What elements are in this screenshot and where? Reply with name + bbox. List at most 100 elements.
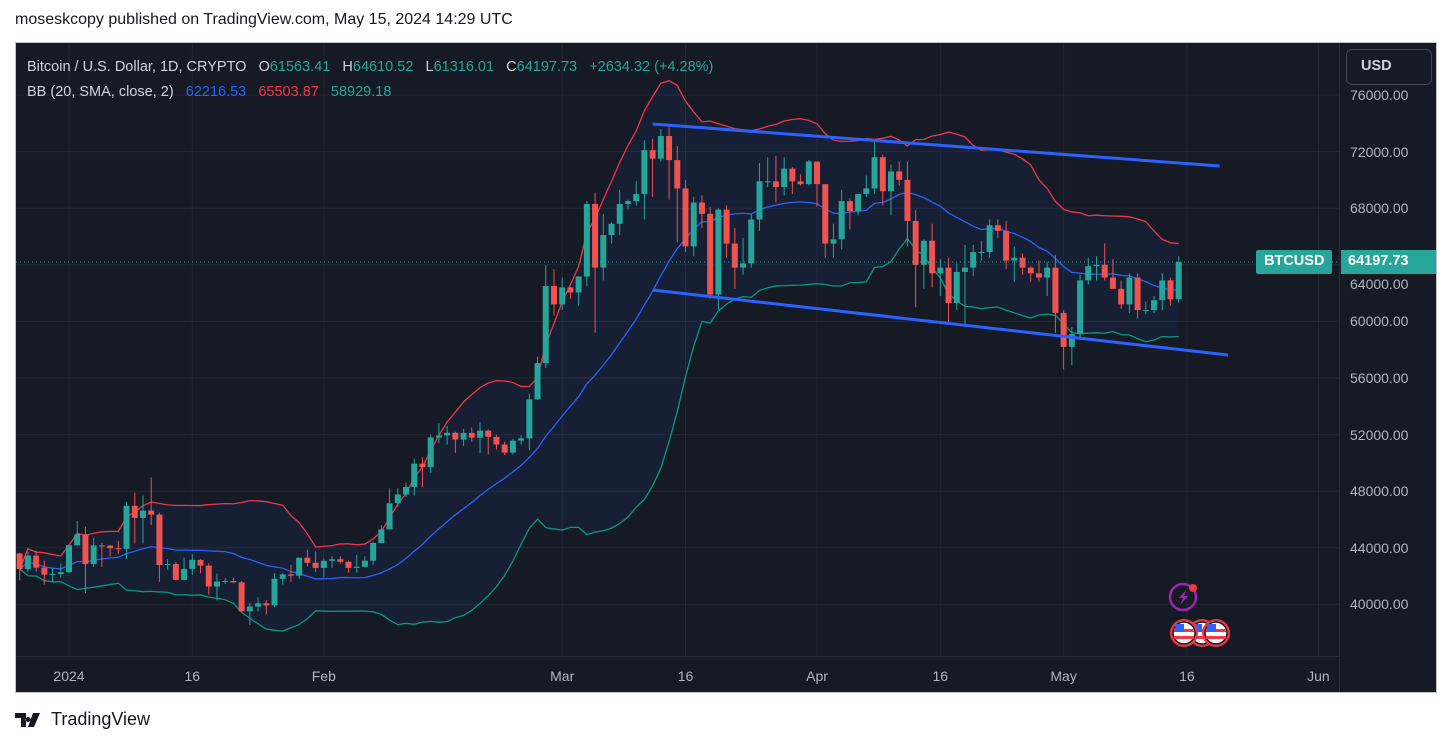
candle-body <box>115 548 122 550</box>
candle <box>756 162 763 231</box>
candle <box>748 213 755 268</box>
candle-body <box>797 181 804 185</box>
us-flag-event-icon[interactable] <box>1170 619 1198 647</box>
candle <box>435 423 442 444</box>
lightning-event-icon[interactable] <box>1168 582 1198 612</box>
candle-body <box>526 399 533 439</box>
candle <box>1151 295 1158 313</box>
candle <box>205 563 212 595</box>
candle-body <box>312 562 319 568</box>
candle <box>559 277 566 311</box>
time-tick-label: May <box>1050 668 1077 684</box>
candle <box>904 161 911 247</box>
candle <box>394 488 401 507</box>
candle-body <box>98 545 105 547</box>
candle-body <box>255 603 262 607</box>
candle-body <box>772 181 779 187</box>
candle-body <box>164 564 171 566</box>
candle <box>600 213 607 281</box>
candle <box>871 140 878 195</box>
us-flag-event-icon[interactable] <box>1202 619 1230 647</box>
candle-body <box>205 565 212 587</box>
price-tick-label: 68000.00 <box>1350 200 1409 217</box>
candle-body <box>74 534 81 546</box>
candle <box>238 581 245 613</box>
bb-basis-line <box>19 191 1179 580</box>
price-tick-label: 48000.00 <box>1350 483 1409 500</box>
candle <box>74 520 81 546</box>
candle-body <box>361 560 368 567</box>
candle-body <box>485 430 492 437</box>
candle-body <box>624 201 631 204</box>
candle <box>797 174 804 186</box>
candle-body <box>1126 277 1133 305</box>
candle <box>271 573 278 608</box>
candle <box>246 602 253 625</box>
candle <box>888 164 894 216</box>
chart-legend: Bitcoin / U.S. Dollar, 1D, CRYPTO O61563… <box>27 55 713 105</box>
symbol-title[interactable]: Bitcoin / U.S. Dollar, 1D, CRYPTO <box>27 59 247 75</box>
time-axis[interactable]: 2024 16 Feb Mar 16 Apr 16 May 16 Jun <box>16 656 1339 692</box>
currency-button[interactable]: USD <box>1346 49 1432 85</box>
candle <box>485 429 492 455</box>
candle <box>740 237 747 275</box>
candle <box>649 138 656 197</box>
candle <box>855 194 862 216</box>
price-chart-plot[interactable] <box>16 43 1339 656</box>
candle <box>781 157 788 196</box>
candle-body <box>509 440 516 453</box>
candle-body <box>435 435 442 438</box>
candle <box>567 286 574 299</box>
candle <box>1134 273 1141 319</box>
candle-body <box>353 566 360 568</box>
last-price-label: 64197.73 <box>1341 250 1436 274</box>
candle-body <box>961 267 968 272</box>
price-tick-label: 76000.00 <box>1350 87 1409 103</box>
candle <box>419 457 426 487</box>
candle <box>945 257 952 325</box>
candle <box>90 537 97 567</box>
candle <box>1052 254 1059 333</box>
candle-body <box>929 240 936 274</box>
price-tick-label: 40000.00 <box>1350 596 1409 613</box>
candle-body <box>82 534 89 565</box>
candle-body <box>107 545 114 549</box>
candle <box>370 542 377 565</box>
bb-indicator-title[interactable]: BB (20, SMA, close, 2) <box>27 84 174 100</box>
price-tick-label: 44000.00 <box>1350 539 1409 556</box>
candle-body <box>994 225 1001 231</box>
candle-body <box>937 267 944 274</box>
candle <box>115 540 122 554</box>
publisher-line: moseskcopy published on TradingView.com,… <box>15 11 513 28</box>
candle <box>329 556 336 568</box>
candle <box>575 276 582 306</box>
candle <box>624 199 631 210</box>
candle <box>41 560 48 585</box>
candle <box>1044 261 1051 296</box>
candle <box>534 356 541 400</box>
candle-body <box>904 179 911 221</box>
candle <box>287 564 294 582</box>
candle <box>1060 310 1067 370</box>
candle-body <box>666 136 673 161</box>
candle <box>707 206 714 299</box>
candle <box>633 181 640 206</box>
candle <box>1068 327 1075 366</box>
candle <box>230 577 237 584</box>
candle-body <box>57 572 64 574</box>
candle-body <box>945 267 952 304</box>
candle <box>731 228 738 289</box>
candle-body <box>304 557 311 563</box>
candle <box>131 492 138 544</box>
candle <box>789 167 796 195</box>
candle <box>666 127 673 200</box>
price-axis[interactable]: 76000.00 72000.00 68000.00 64000.00 60000.00… <box>1339 43 1436 692</box>
time-tick-label: Mar <box>550 668 575 684</box>
candle <box>1142 301 1149 315</box>
candle-body <box>1027 267 1034 274</box>
candle-body <box>748 219 755 264</box>
candle-body <box>1060 312 1067 347</box>
candle <box>139 495 146 544</box>
candle-body <box>575 276 582 293</box>
candle-body <box>756 181 763 220</box>
